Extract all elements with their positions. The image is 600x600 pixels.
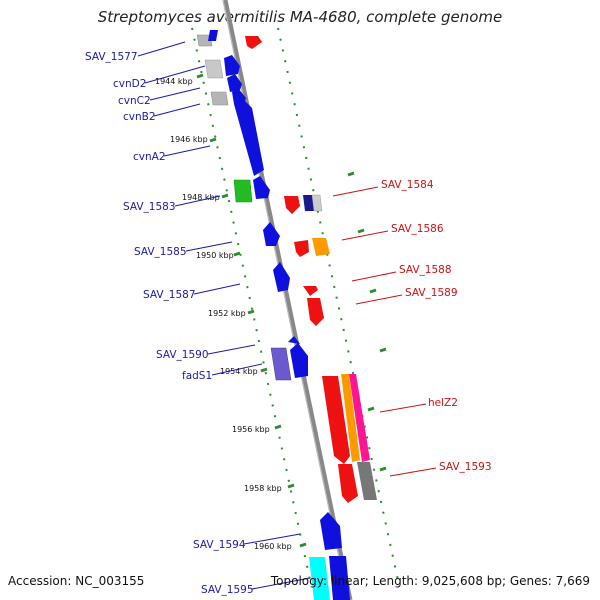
scale-label: 1954 kbp xyxy=(220,367,258,376)
scale-label: 1958 kbp xyxy=(244,484,282,493)
genome-summary-text: Topology: linear; Length: 9,025,608 bp; … xyxy=(270,574,590,588)
gene-top-red[interactable] xyxy=(245,36,262,49)
gene-label-cvna2[interactable]: cvnA2 xyxy=(133,151,166,163)
gene-label-helz2[interactable]: helZ2 xyxy=(428,397,458,409)
gene-label-sav-1588[interactable]: SAV_1588 xyxy=(399,264,452,276)
gene-label-sav-1585[interactable]: SAV_1585 xyxy=(134,246,187,258)
scale-label: 1950 kbp xyxy=(196,251,234,260)
gene-helz2-orange[interactable] xyxy=(341,374,360,462)
gene-sav-1583[interactable] xyxy=(233,179,253,203)
gene-sav-1589[interactable] xyxy=(307,298,324,326)
gene-sav-1586[interactable] xyxy=(294,240,309,257)
right-connectors xyxy=(332,186,437,477)
accession-text: Accession: NC_003155 xyxy=(8,574,145,588)
gene-sav-1590-small[interactable] xyxy=(288,336,300,344)
scale-label: 1944 kbp xyxy=(155,77,193,86)
gene-label-sav-1577[interactable]: SAV_1577 xyxy=(85,51,138,63)
gene-sav-1590[interactable] xyxy=(290,343,308,378)
gene-helz2-pink[interactable] xyxy=(349,374,370,462)
gene-sav-1595-b[interactable] xyxy=(329,556,350,600)
forward-genes xyxy=(196,30,350,600)
right-guide-line xyxy=(277,27,399,581)
map-title: Streptomyces avermitilis MA-4680, comple… xyxy=(97,8,503,26)
left-connectors xyxy=(137,41,311,590)
gene-label-fads1[interactable]: fadS1 xyxy=(182,370,212,382)
gene-cvnb2-grey[interactable] xyxy=(210,91,229,106)
gene-label-sav-1584[interactable]: SAV_1584 xyxy=(381,179,434,191)
gene-label-cvnc2[interactable]: cvnC2 xyxy=(118,95,151,107)
gene-sav-1595[interactable] xyxy=(309,557,330,600)
gene-sav-1584[interactable] xyxy=(284,196,300,214)
gene-label-sav-1587[interactable]: SAV_1587 xyxy=(143,289,196,301)
gene-label-sav-1589[interactable]: SAV_1589 xyxy=(405,287,458,299)
gene-helz2[interactable] xyxy=(322,376,350,464)
gene-cvnc2[interactable] xyxy=(227,74,242,92)
gene-sav-1586-b[interactable] xyxy=(312,238,330,256)
gene-sav-1585[interactable] xyxy=(263,222,280,246)
reverse-genes xyxy=(245,36,377,503)
gene-label-sav-1583[interactable]: SAV_1583 xyxy=(123,201,176,213)
genome-backbone xyxy=(222,0,353,600)
gene-sav-1577-arrow[interactable] xyxy=(208,30,218,41)
gene-sav-1584-b[interactable] xyxy=(303,195,315,211)
gene-sav-1583-arrow[interactable] xyxy=(253,176,270,199)
gene-sav-1588[interactable] xyxy=(303,286,318,296)
gene-cvnd2[interactable] xyxy=(224,55,240,76)
gene-sav-1594[interactable] xyxy=(320,512,342,550)
gene-cvnd2-grey[interactable] xyxy=(204,59,224,79)
gene-sav-1593[interactable] xyxy=(338,464,358,503)
scale-label: 1956 kbp xyxy=(232,425,270,434)
gene-fads1[interactable] xyxy=(270,347,292,381)
gene-sav-1593-grey[interactable] xyxy=(357,462,377,500)
scale-label: 1948 kbp xyxy=(182,193,220,202)
scale-label: 1946 kbp xyxy=(170,135,208,144)
gene-sav-1584-c[interactable] xyxy=(311,194,323,212)
gene-label-sav-1594[interactable]: SAV_1594 xyxy=(193,539,246,551)
scale-label: 1960 kbp xyxy=(254,542,292,551)
gene-cvna2[interactable] xyxy=(234,100,264,176)
gene-cvnb2[interactable] xyxy=(232,88,246,104)
gene-label-cvnd2[interactable]: cvnD2 xyxy=(113,78,146,90)
gene-label-cvnb2[interactable]: cvnB2 xyxy=(123,111,156,123)
gene-sav-1577[interactable] xyxy=(196,34,213,47)
gene-label-sav-1590[interactable]: SAV_1590 xyxy=(156,349,209,361)
scale-ticks xyxy=(196,73,387,548)
gene-label-sav-1593[interactable]: SAV_1593 xyxy=(439,461,492,473)
scale-label: 1952 kbp xyxy=(208,309,246,318)
gene-label-sav-1586[interactable]: SAV_1586 xyxy=(391,223,444,235)
gene-label-sav-1595[interactable]: SAV_1595 xyxy=(201,584,254,596)
genome-backbone-highlight xyxy=(222,0,349,600)
gene-sav-1587[interactable] xyxy=(273,262,290,292)
